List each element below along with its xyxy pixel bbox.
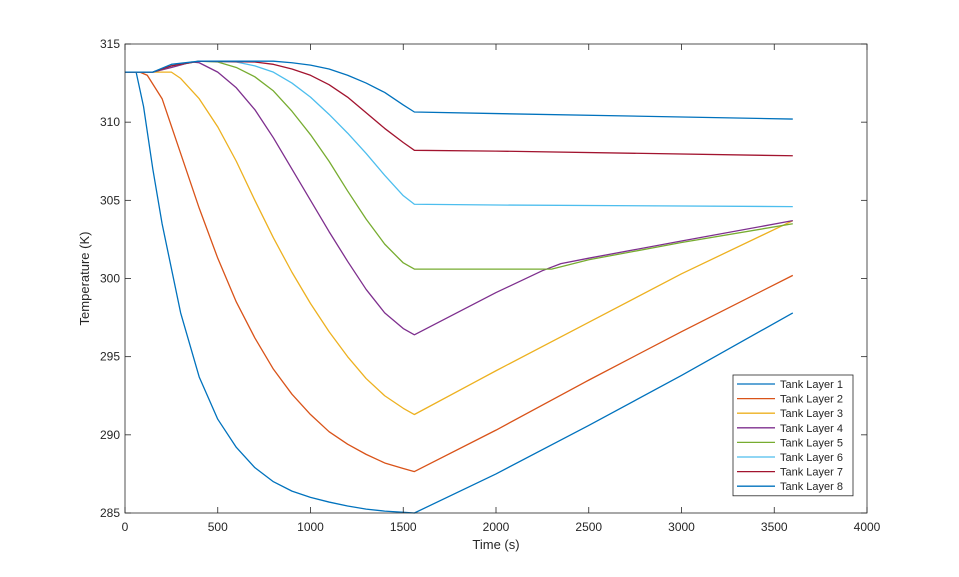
y-axis-label: Temperature (K): [77, 232, 92, 326]
series-line-1: [125, 71, 794, 514]
x-tick-label: 2500: [575, 520, 602, 534]
x-tick-label: 3500: [761, 520, 788, 534]
legend-label-8: Tank Layer 8: [780, 481, 843, 493]
y-tick-label: 290: [100, 428, 120, 442]
y-tick-label: 305: [100, 193, 120, 207]
series-line-2: [125, 71, 794, 473]
x-tick-label: 1500: [390, 520, 417, 534]
series-line-4: [125, 61, 793, 336]
x-tick-label: 0: [122, 520, 129, 534]
axes: 0 500 1000 1500 2000 2500 3000 3500 4000 285 290 29…: [100, 37, 881, 534]
x-tick-label: 3000: [668, 520, 695, 534]
legend-label-7: Tank Layer 7: [780, 467, 843, 479]
legend-label-5: Tank Layer 5: [780, 437, 843, 449]
legend-box: [732, 374, 854, 497]
y-tick-label: 300: [100, 272, 120, 286]
x-tick-label: 4000: [854, 520, 881, 534]
y-tick-label: 310: [100, 115, 120, 129]
legend-label-1: Tank Layer 1: [780, 379, 843, 391]
y-tick-label: 315: [100, 37, 120, 51]
series-line-7: [125, 60, 793, 157]
series-layer: [125, 60, 794, 514]
y-tick-label: 285: [100, 506, 120, 520]
y-tick-label: 295: [100, 350, 120, 364]
x-tick-label: 1000: [297, 520, 324, 534]
x-tick-label: 500: [208, 520, 228, 534]
legend-label-2: Tank Layer 2: [780, 394, 843, 406]
x-axis-label: Time (s): [472, 537, 519, 552]
series-line-8: [125, 60, 793, 120]
series-line-3: [125, 71, 794, 416]
legend-label-6: Tank Layer 6: [780, 452, 843, 464]
legend-label-4: Tank Layer 4: [780, 423, 843, 435]
x-tick-label: 2000: [483, 520, 510, 534]
legend: Tank Layer 1 Tank Layer 2 Tank Layer 3 Tank…: [732, 374, 854, 497]
legend-label-3: Tank Layer 3: [780, 408, 843, 420]
